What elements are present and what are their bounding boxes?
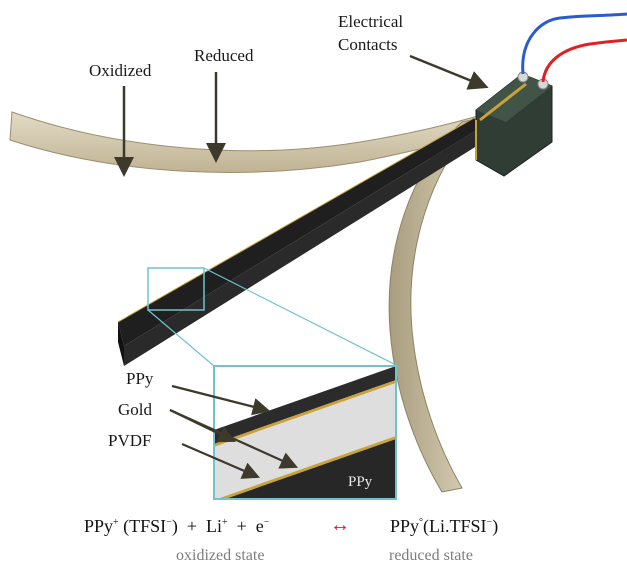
eq-right-ppy-charge: ° <box>419 517 424 528</box>
eq-ppy: PPy <box>84 516 114 536</box>
electrical-contacts-label-line1: Electrical <box>338 12 404 31</box>
eq-plus-2: + <box>236 516 247 536</box>
eq-complex-open: (Li.TFSI <box>423 516 487 536</box>
straight-strip <box>118 118 480 346</box>
red-wire <box>541 38 627 83</box>
eq-complex-close: ) <box>492 516 499 536</box>
pvdf-arrow <box>181 442 261 479</box>
pvdf-label: PVDF <box>108 431 152 450</box>
eq-electron-charge: − <box>263 517 270 528</box>
equation-right: PPy°(Li.TFSI−) <box>390 516 498 537</box>
contacts-arrow <box>409 54 489 90</box>
oxidized-state-caption: oxidized state <box>176 547 265 564</box>
reduced-state-caption: reduced state <box>389 547 473 564</box>
eq-ppy-charge: + <box>113 517 119 528</box>
eq-li-charge: + <box>221 517 228 528</box>
reduced-film-right <box>388 117 482 493</box>
electrical-contacts-label-line2: Contacts <box>338 35 398 54</box>
gold-label: Gold <box>118 400 152 419</box>
oxidized-label: Oxidized <box>89 61 152 80</box>
eq-anion-charge: − <box>166 517 172 528</box>
equilibrium-arrow: ↔ <box>330 514 350 536</box>
blue-wire <box>521 12 627 75</box>
cross-section-inset: PPy <box>213 365 397 500</box>
eq-right-ppy: PPy <box>390 516 420 536</box>
eq-anion-close: ) <box>171 516 178 536</box>
zoom-selection-box <box>147 267 205 311</box>
equation-left: PPy+ (TFSI−) + Li+ + e− <box>84 516 269 537</box>
ppy-arrow <box>171 384 271 416</box>
eq-plus-1: + <box>186 516 197 536</box>
gold-arrow-2 <box>169 408 299 469</box>
eq-li: Li <box>205 516 222 536</box>
inset-ppy-label: PPy <box>348 474 373 490</box>
eq-complex-charge: − <box>486 517 493 528</box>
ppy-label: PPy <box>126 369 154 388</box>
eq-electron: e <box>255 516 264 536</box>
eq-anion-open: (TFSI <box>123 516 167 536</box>
reduced-label: Reduced <box>194 46 254 65</box>
